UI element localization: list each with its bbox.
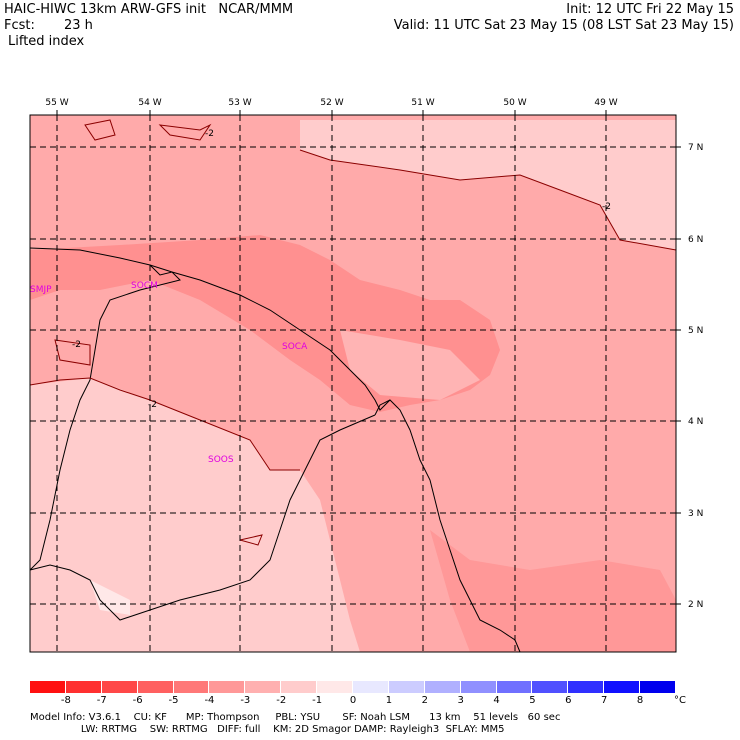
lat-lon-grid [30,115,676,652]
colorbar-tick-label: 8 [636,695,644,706]
colorbar-cell [101,681,138,693]
colorbar-cell [137,681,174,693]
lat-label-4: 4 N [688,417,703,427]
contour-6 [239,534,263,546]
shade-lightest [90,580,130,615]
lon-label-54: 54 W [138,98,161,108]
colorbar-tick-label: 2 [421,695,428,706]
lat-label-6: 6 N [688,235,703,245]
colorbar-cell [209,681,246,693]
colorbar-tick-label: 0 [349,695,357,706]
colorbar-cell [388,681,425,693]
colorbar-tick-label: 3 [457,695,464,706]
lifted-index-map: 55 W 54 W 53 W 52 W 51 W 50 W 49 W 7 N 6… [29,98,703,653]
colorbar-tick-label: -7 [96,695,107,706]
colorbar-cell [281,681,318,693]
contour-label-4: -2 [148,400,157,410]
colorbar-cell [30,681,66,693]
footer-model-info-2: LW: RRTMG SW: RRTMG DIFF: full KM: 2D Sm… [30,724,505,735]
lon-label-52: 52 W [320,98,343,108]
colorbar-cell [173,681,210,693]
station-smjp: SMJP [30,285,52,295]
contour-2 [54,339,91,366]
border-junction [374,399,391,416]
colorbar-cell [460,681,497,693]
contour-label-3: -2 [72,340,81,350]
station-socm: SOCM [131,281,158,291]
coastline-borders [29,247,521,653]
colorbar-cell [568,681,605,693]
colorbar-unit: °C [674,695,686,706]
coastline [29,247,521,653]
lon-label-51: 51 W [411,98,434,108]
colorbar-tick-label: 1 [385,695,393,706]
contour-5 [299,149,677,251]
lat-label-5: 5 N [688,326,703,336]
colorbar-cell [640,681,676,693]
colorbar-cell [245,681,282,693]
lon-label-50: 50 W [503,98,526,108]
contour-label-2: -2 [602,202,611,212]
ticks [56,110,681,605]
colorbar-tick-label: -1 [312,695,323,706]
shading-layer [30,115,676,652]
shade-light-ne [300,120,676,250]
lon-label-55: 55 W [45,98,68,108]
colorbar-cell [532,681,569,693]
colorbar-cell [604,681,641,693]
lon-label-49: 49 W [594,98,617,108]
forecast-hour: 23 h [64,18,93,33]
colorbar-cell [424,681,461,693]
colorbar-tick-label: 7 [601,695,608,706]
colorbar-tick-label: -4 [204,695,215,706]
map-frame [29,114,677,653]
lat-label-2: 2 N [688,600,703,610]
lat-label-7: 7 N [688,143,703,153]
station-soca: SOCA [282,342,308,352]
colorbar-tick-label: -5 [168,695,179,706]
shade-mid-coast [340,330,480,400]
colorbar-tick-label: 4 [493,695,500,706]
colorbar-cell [496,681,533,693]
footer-model-info-1: Model Info: V3.6.1 CU: KF MP: Thompson P… [30,712,561,723]
colorbar-cell [353,681,389,693]
valid-time: Valid: 11 UTC Sat 23 May 15 (08 LST Sat … [393,18,734,33]
colorbar-cell [65,681,102,693]
colorbar-tick-label: -3 [240,695,251,706]
contour-3 [158,123,212,141]
shade-dark-se [430,530,676,652]
colorbar-tick-label: -8 [60,695,71,706]
colorbar-tick-label: -2 [276,695,287,706]
init-time: Init: 12 UTC Fri 22 May 15 [566,2,734,17]
shade-light-interior [30,378,360,652]
colorbar-tick-label: -6 [132,695,143,706]
lon-label-53: 53 W [228,98,251,108]
contour-4 [84,119,116,141]
colorbar-tick-label: 6 [565,695,572,706]
colorbar-cell [317,681,353,693]
border-west [29,264,181,571]
border-south-west [29,414,376,621]
model-title: HAIC-HIWC 13km ARW-GFS init NCAR/MMM [4,2,294,17]
station-soos: SOOS [208,455,234,465]
lat-label-3: 3 N [688,509,703,519]
forecast-label: Fcst: [4,18,35,33]
field-name: Lifted index [8,34,85,49]
contour-label-1: -2 [205,129,214,139]
colorbar-tick-label: 5 [529,695,536,706]
